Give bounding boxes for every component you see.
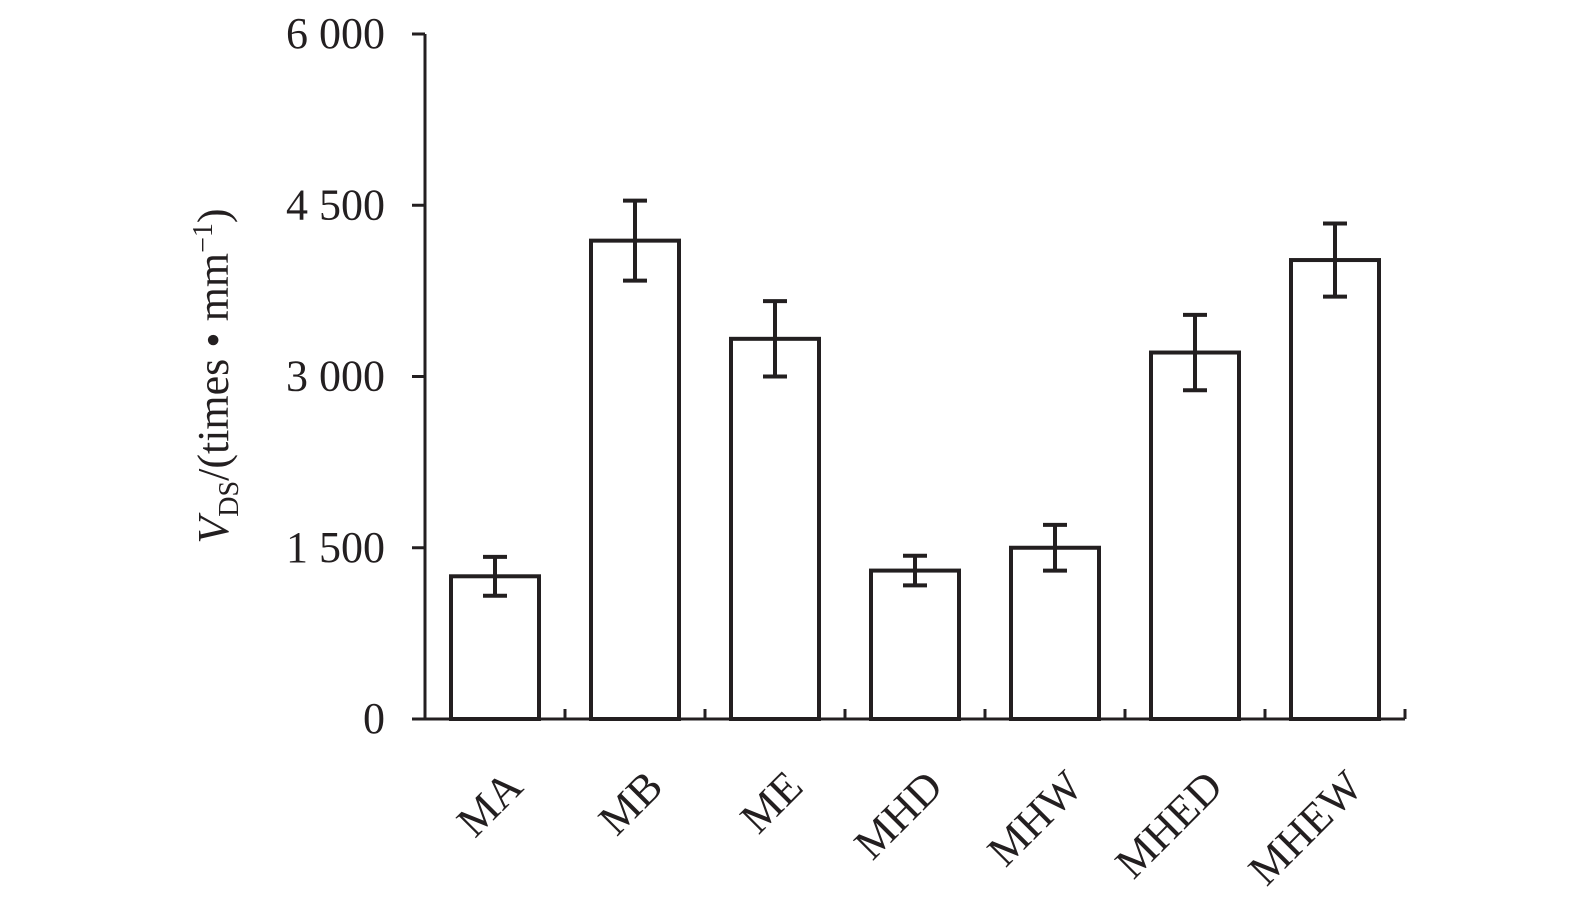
- x-tick-label: MHD: [845, 761, 952, 868]
- bar: [1149, 350, 1241, 721]
- y-tick-label: 1 500: [286, 523, 385, 572]
- bar: [729, 336, 821, 721]
- x-tick-label: MA: [447, 761, 532, 846]
- y-label-unit: /(times • mm: [189, 253, 238, 481]
- error-bar: [1043, 522, 1067, 573]
- x-tick-label: MHW: [978, 761, 1092, 875]
- bar: [449, 574, 541, 722]
- error-bar: [903, 553, 927, 588]
- y-tick-label: 0: [363, 694, 385, 743]
- error-bar: [623, 198, 647, 283]
- x-tick-label: MHEW: [1239, 761, 1372, 894]
- y-label-close: ): [189, 208, 238, 223]
- bar: [1009, 545, 1101, 721]
- y-tick-label: 3 000: [286, 352, 385, 401]
- x-tick-label: MB: [589, 761, 672, 844]
- y-label-subscript: DS: [214, 481, 245, 517]
- bar: [1289, 258, 1381, 721]
- y-label-symbol: V: [189, 512, 238, 544]
- y-tick-label: 4 500: [286, 180, 385, 229]
- bar: [589, 238, 681, 721]
- error-bar: [1323, 221, 1347, 299]
- error-bar: [1183, 312, 1207, 393]
- y-label-superscript: −1: [188, 223, 219, 253]
- error-bar: [483, 554, 507, 598]
- y-tick-label: 6 000: [286, 9, 385, 58]
- x-tick-label: MHED: [1106, 761, 1232, 887]
- bar: [869, 568, 961, 721]
- x-tick-label: ME: [731, 761, 812, 842]
- y-axis-label: VDS/(times • mm−1): [188, 208, 245, 543]
- error-bar: [763, 299, 787, 379]
